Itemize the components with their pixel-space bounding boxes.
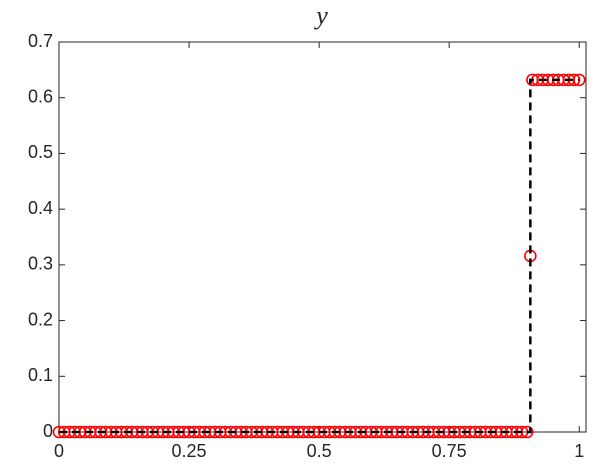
y-tick-label: 0.7 xyxy=(28,31,53,51)
y-tick-label: 0.5 xyxy=(28,142,53,162)
y-tick-label: 0.1 xyxy=(28,365,53,385)
chart-title: y xyxy=(313,1,328,30)
dashed-line xyxy=(59,78,580,434)
marker xyxy=(572,73,586,87)
y-tick-label: 0.6 xyxy=(28,86,53,106)
y-tick-label: 0.3 xyxy=(28,254,53,274)
x-tick-label: 0.25 xyxy=(172,441,207,461)
y-tick-label: 0.2 xyxy=(28,309,53,329)
x-tick-label: 0 xyxy=(54,441,64,461)
plot-area xyxy=(58,41,587,433)
y-tick-label: 0.4 xyxy=(28,198,53,218)
x-tick-label: 1 xyxy=(574,441,584,461)
x-tick-label: 0.75 xyxy=(432,441,467,461)
x-tick-label: 0.5 xyxy=(307,441,332,461)
y-tick-label: 0 xyxy=(43,421,53,441)
